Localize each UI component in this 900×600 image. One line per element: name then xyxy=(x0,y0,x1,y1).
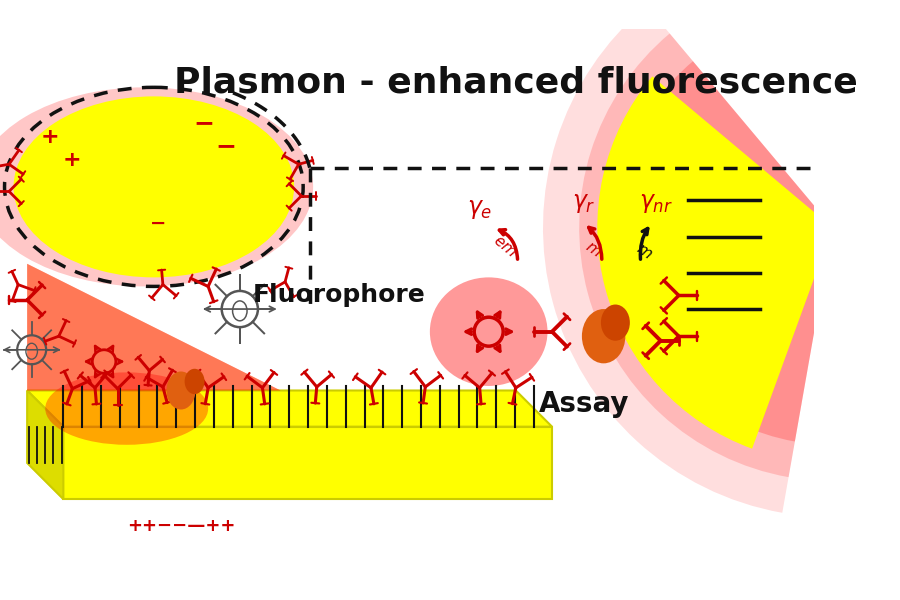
Polygon shape xyxy=(27,264,281,391)
Text: +: + xyxy=(40,127,59,147)
Ellipse shape xyxy=(19,115,271,259)
Text: $\gamma_e$: $\gamma_e$ xyxy=(467,198,492,221)
Text: Assay: Assay xyxy=(538,390,629,418)
Text: $\mathit{m}$: $\mathit{m}$ xyxy=(634,241,655,262)
Polygon shape xyxy=(27,391,552,427)
Text: $\mathit{m}$: $\mathit{m}$ xyxy=(582,238,604,260)
Text: ++−−—++: ++−−—++ xyxy=(127,517,235,535)
Text: $\gamma_{nr}$: $\gamma_{nr}$ xyxy=(639,191,673,215)
Text: −: − xyxy=(194,112,214,136)
Text: Plasmon - enhanced fluorescence: Plasmon - enhanced fluorescence xyxy=(174,66,858,100)
Wedge shape xyxy=(543,6,832,513)
Ellipse shape xyxy=(184,369,204,394)
Text: $\gamma_r$: $\gamma_r$ xyxy=(572,191,596,215)
Text: +: + xyxy=(63,150,82,170)
Ellipse shape xyxy=(166,371,195,410)
Polygon shape xyxy=(63,427,552,499)
Text: −: − xyxy=(150,214,166,233)
Text: −: − xyxy=(216,134,237,158)
Ellipse shape xyxy=(14,97,294,277)
Ellipse shape xyxy=(601,305,630,341)
Ellipse shape xyxy=(45,373,208,445)
Ellipse shape xyxy=(430,277,547,386)
Wedge shape xyxy=(580,34,832,477)
Wedge shape xyxy=(598,76,832,449)
Polygon shape xyxy=(27,463,552,499)
Ellipse shape xyxy=(0,88,313,286)
Text: Fluorophore: Fluorophore xyxy=(253,283,426,307)
Text: $\mathit{em}$: $\mathit{em}$ xyxy=(491,232,519,260)
Ellipse shape xyxy=(582,309,626,364)
Polygon shape xyxy=(27,391,63,499)
Polygon shape xyxy=(27,264,281,391)
Wedge shape xyxy=(616,61,832,442)
